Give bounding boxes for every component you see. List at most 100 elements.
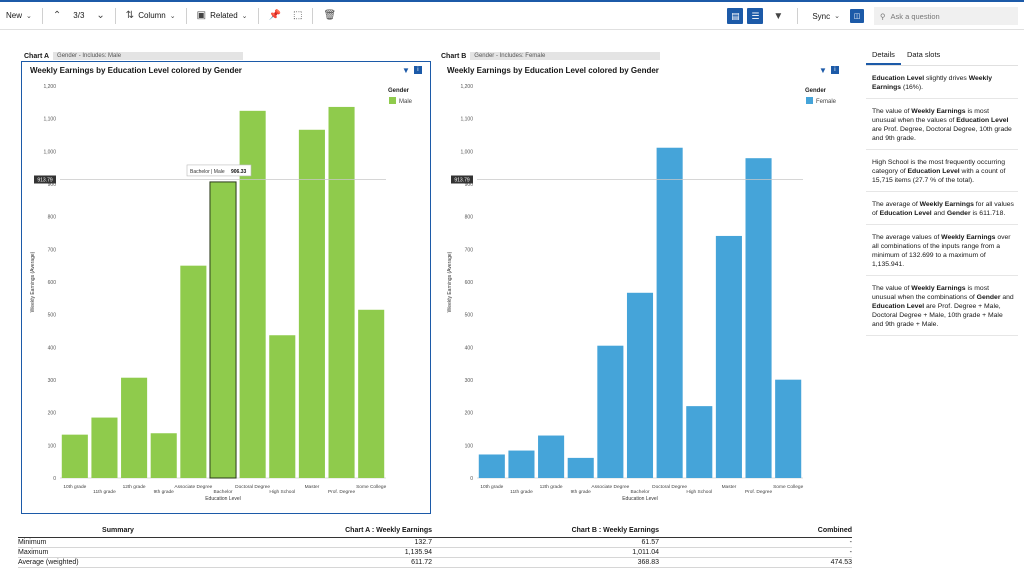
delete-button[interactable]: 🗑 (317, 2, 342, 29)
chevron-down-icon: ⌄ (26, 12, 32, 20)
x-tick-label: Bachelor (214, 489, 233, 495)
bar[interactable] (209, 181, 237, 479)
x-tick-label: Master (722, 484, 737, 490)
expand-icon: ⬚ (293, 10, 303, 21)
y-tick-label: 500 (48, 313, 57, 319)
bar[interactable] (61, 434, 88, 478)
bar[interactable] (715, 235, 742, 478)
y-tick-label: 200 (48, 411, 57, 417)
info-icon[interactable]: i (413, 66, 422, 74)
tab-data-slots[interactable]: Data slots (906, 50, 941, 59)
filter-icon[interactable]: ▼ (819, 66, 827, 75)
filter-icon[interactable]: ▼ (402, 66, 410, 75)
y-tick-label: 500 (465, 313, 474, 319)
y-tick-label: 1,100 (460, 117, 473, 123)
chart-a-filter[interactable]: Gender - Includes: Male (53, 52, 244, 60)
y-tick-label: 900 (48, 182, 57, 188)
bar[interactable] (150, 433, 177, 478)
bar[interactable] (91, 417, 118, 478)
sync-dropdown[interactable]: Sync ⌄ (806, 2, 846, 30)
related-dropdown[interactable]: ▣ Related ⌄ (191, 2, 254, 29)
bar[interactable] (269, 335, 296, 478)
chart-a-frame[interactable] (21, 61, 431, 514)
chart-b-label: Chart B (441, 52, 467, 60)
chart-a-icons: ▼ i (402, 66, 422, 75)
view-compare-button[interactable]: ☰ (747, 8, 764, 24)
assistant-toggle-button[interactable]: ◫ (850, 9, 864, 23)
bar[interactable] (328, 106, 355, 478)
filter-icon: ▼ (773, 10, 784, 22)
y-tick-label: 300 (465, 378, 474, 384)
chart-a-label: Chart A (24, 52, 50, 60)
expand-button[interactable]: ⬚ (287, 2, 308, 29)
bar[interactable] (656, 147, 683, 478)
legend-item: Female (816, 99, 837, 105)
chart-a-header-cell: Chart A : Weekly Earnings (345, 527, 432, 534)
row-label: Average (weighted) (18, 559, 79, 566)
tooltip-value: 906.33 (231, 169, 247, 175)
bar[interactable] (745, 158, 772, 478)
previous-button[interactable]: ⌃ (47, 2, 67, 29)
x-tick-label: Some College (773, 484, 803, 490)
table-cell: - (849, 549, 852, 556)
reference-badge (34, 175, 56, 184)
y-tick-label: 700 (465, 247, 474, 253)
column-dropdown[interactable]: ⇅ Column ⌄ (120, 2, 182, 29)
x-tick-label: Associate Degree (174, 484, 212, 490)
table-cell: 1,135.94 (404, 549, 432, 556)
divider (114, 7, 116, 24)
tab-details[interactable]: Details (866, 44, 901, 65)
filter-button[interactable]: ▼ (767, 2, 789, 30)
bar[interactable] (567, 457, 594, 478)
legend-item: Male (399, 99, 413, 105)
bar[interactable] (478, 454, 505, 478)
new-button[interactable]: New ⌄ (0, 2, 38, 29)
bar[interactable] (626, 292, 654, 478)
bar[interactable] (597, 345, 624, 478)
y-tick-label: 1,200 (460, 84, 473, 90)
table-cell: 474.53 (830, 559, 852, 566)
summary-header-row: Summary Chart A : Weekly Earnings Chart … (18, 524, 852, 538)
view-bars-button[interactable]: ▤ (727, 8, 744, 24)
bar[interactable] (180, 265, 207, 478)
chart-b-filter[interactable]: Gender - Includes: Female (470, 52, 661, 60)
chart-b-header-cell: Chart B : Weekly Earnings (571, 527, 659, 534)
tooltip-box (186, 164, 252, 177)
insight-list: Education Level slightly drives Weekly E… (866, 66, 1018, 336)
chart-b-plot[interactable]: 0 100 200 300 400 500 600 700 800 900 1,000 1,100 1,… (439, 76, 847, 512)
bar[interactable] (508, 450, 535, 478)
table-cell: 132.7 (414, 539, 432, 546)
next-button[interactable]: ⌄ (90, 2, 110, 29)
y-tick-label: 1,100 (43, 117, 56, 123)
bar[interactable] (538, 435, 565, 478)
y-tick-label: 400 (48, 345, 57, 351)
bar[interactable] (298, 129, 325, 479)
reference-badge (451, 175, 473, 184)
x-tick-label: High School (686, 489, 712, 495)
pin-button[interactable]: 📌 (263, 2, 287, 29)
legend-swatch[interactable] (806, 97, 813, 104)
combined-header-cell: Combined (817, 527, 852, 534)
chart-a-plot[interactable]: 0 100 200 300 400 500 600 700 800 900 1,000 1,100 1,… (22, 76, 430, 512)
x-axis-label: Education Level (205, 496, 241, 502)
bar[interactable] (121, 377, 148, 478)
bar[interactable] (358, 309, 385, 478)
bar[interactable] (686, 406, 713, 478)
x-tick-label: Doctoral Degree (235, 484, 270, 490)
y-tick-label: 600 (465, 280, 474, 286)
chart-a-title: Weekly Earnings by Education Level color… (30, 66, 242, 75)
y-tick-label: 1,000 (460, 149, 473, 155)
x-tick-label: 11th grade (93, 489, 116, 495)
chart-b-title: Weekly Earnings by Education Level color… (447, 66, 659, 75)
row-label: Minimum (18, 539, 47, 546)
ask-question-input[interactable]: ⚲ Ask a question (874, 7, 1018, 25)
chart-a-header: Chart A Gender - Includes: Male (24, 52, 244, 60)
compare-icon: ☰ (751, 10, 760, 21)
divider (312, 7, 314, 24)
bar[interactable] (775, 379, 802, 478)
y-tick-label: 800 (465, 215, 474, 221)
y-axis-label: Weekly Earnings (Average) (447, 251, 453, 312)
legend-swatch[interactable] (389, 97, 396, 104)
x-tick-label: Some College (356, 484, 386, 490)
info-icon[interactable]: i (830, 66, 839, 74)
